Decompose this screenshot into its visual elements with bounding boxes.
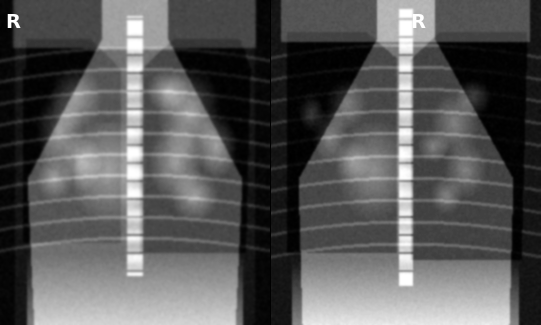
Text: R: R: [5, 13, 21, 32]
Text: R: R: [410, 13, 425, 32]
